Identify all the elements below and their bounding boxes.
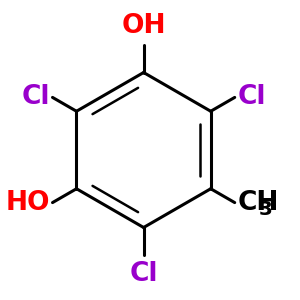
Text: Cl: Cl [238, 84, 266, 110]
Text: Cl: Cl [129, 261, 158, 287]
Text: OH: OH [122, 13, 166, 39]
Text: 3: 3 [258, 200, 272, 219]
Text: CH: CH [238, 190, 279, 216]
Text: Cl: Cl [21, 84, 50, 110]
Text: HO: HO [5, 190, 50, 216]
